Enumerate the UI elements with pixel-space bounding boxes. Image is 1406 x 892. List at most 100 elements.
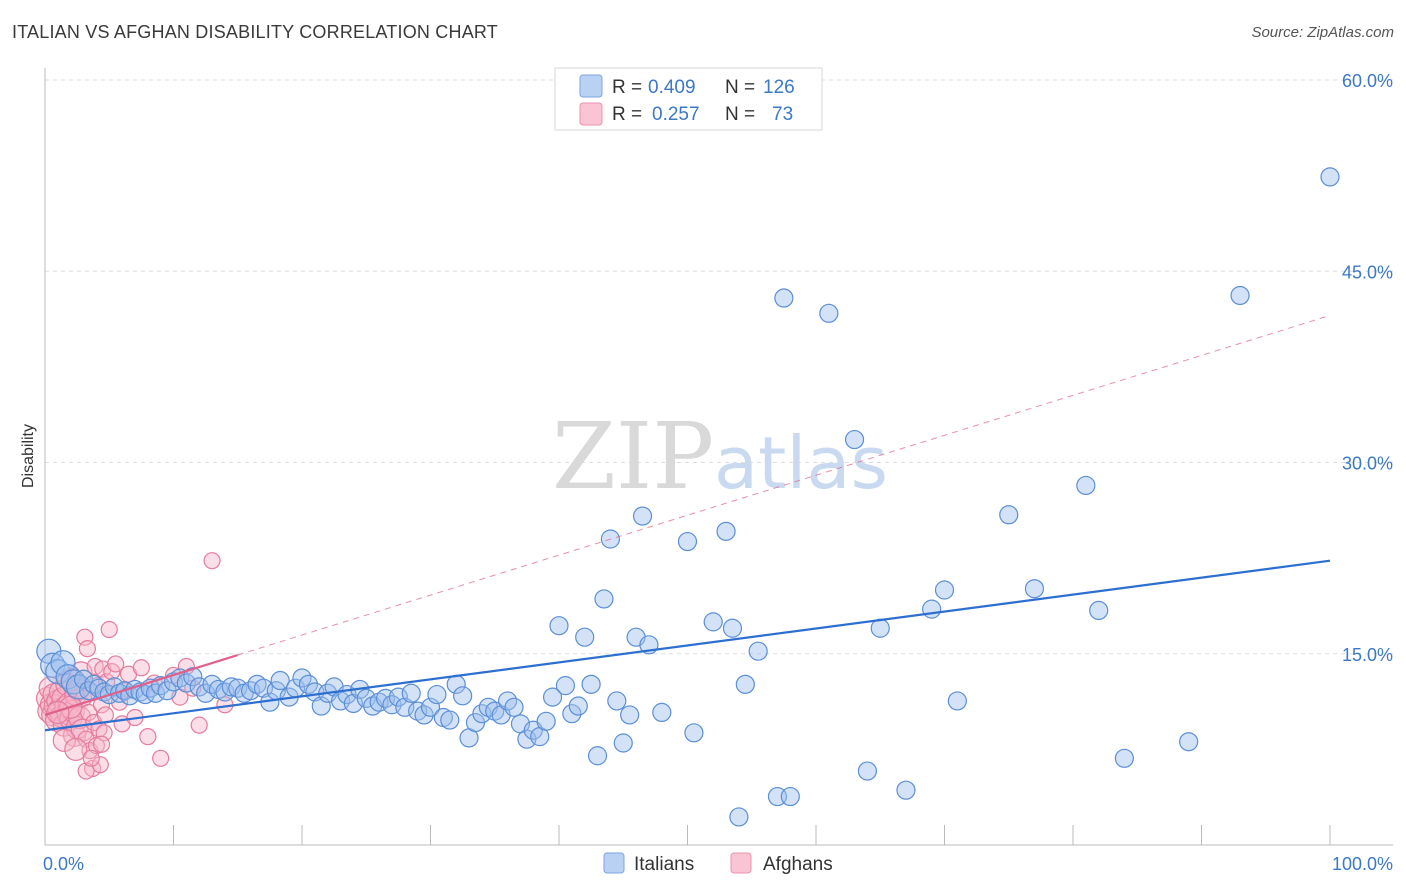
y-tick-label-0: 15.0% xyxy=(1342,645,1393,665)
italians-point xyxy=(73,669,94,689)
y-tick-label-1: 30.0% xyxy=(1342,454,1393,474)
x-tick-label-min: 0.0% xyxy=(43,854,84,874)
italians-point xyxy=(581,674,601,694)
afghans-point xyxy=(203,552,221,570)
italians-point xyxy=(1179,732,1199,752)
italians-point xyxy=(55,664,81,690)
series-legend: Italians Afghans xyxy=(603,852,833,875)
italians-point xyxy=(215,682,235,702)
italians-point xyxy=(594,589,614,609)
italians-trend-line xyxy=(44,559,1331,732)
italians-point xyxy=(453,686,473,706)
italians-point xyxy=(84,674,104,694)
italians-point xyxy=(1114,748,1135,768)
italians-point xyxy=(555,676,576,696)
afghans-point xyxy=(190,716,208,734)
italians-point xyxy=(1076,475,1096,496)
legend-r-label-italians: R = xyxy=(612,77,642,98)
italians-point xyxy=(729,807,749,827)
afghans-point xyxy=(91,756,109,774)
italians-point xyxy=(388,687,408,707)
legend-r-label-afghans: R = xyxy=(612,104,642,125)
series-legend-afghans: Afghans xyxy=(763,854,833,875)
italians-point xyxy=(183,667,203,687)
italians-point xyxy=(735,674,755,694)
italians-point xyxy=(1024,579,1045,599)
italians-point xyxy=(94,682,114,702)
afghans-point xyxy=(82,749,100,767)
legend-n-value-afghans: 73 xyxy=(772,104,793,125)
italians-point xyxy=(1320,167,1340,187)
watermark: ZIP atlas xyxy=(552,403,888,510)
legend-r-value-italians: 0.409 xyxy=(648,77,696,98)
legend-n-label-italians: N = xyxy=(725,77,755,98)
italians-point xyxy=(568,696,588,716)
legend-swatch-italians xyxy=(579,74,603,98)
italians-point xyxy=(780,786,800,807)
correlation-legend: R = 0.409 N = 126 R = 0.257 N = 73 xyxy=(554,67,823,131)
afghans-trend-extension xyxy=(237,314,1331,656)
y-axis-label: Disability xyxy=(20,424,37,488)
italians-point xyxy=(934,580,955,600)
italians-point xyxy=(652,702,672,723)
italians-point xyxy=(947,691,967,711)
afghans-point xyxy=(46,700,70,725)
italians-point xyxy=(716,521,736,541)
italians-point xyxy=(857,761,878,781)
italians-point xyxy=(427,684,447,705)
afghans-point xyxy=(92,735,111,753)
italians-point xyxy=(542,687,563,707)
italians-points xyxy=(36,167,1340,827)
x-tick-label-max: 100.0% xyxy=(1332,854,1393,874)
afghans-point xyxy=(64,737,88,761)
y-tick-label-2: 45.0% xyxy=(1342,262,1393,282)
italians-point xyxy=(549,616,569,636)
italians-point xyxy=(722,618,743,638)
italians-point xyxy=(401,683,421,703)
series-legend-swatch-italians xyxy=(603,852,625,874)
italians-point xyxy=(135,684,155,705)
y-tick-labels: 15.0% 30.0% 45.0% 60.0% xyxy=(1342,71,1393,665)
series-legend-swatch-afghans xyxy=(730,852,752,874)
italians-point xyxy=(613,733,633,753)
italians-point xyxy=(298,674,319,694)
italians-point xyxy=(748,641,768,661)
afghans-point xyxy=(139,728,157,746)
italians-point xyxy=(896,780,916,800)
watermark-zip: ZIP xyxy=(552,403,714,510)
afghans-point xyxy=(52,728,76,753)
italians-point xyxy=(395,697,415,717)
italians-point xyxy=(819,303,839,323)
italians-point xyxy=(587,746,608,766)
italians-point xyxy=(270,670,290,691)
italians-point xyxy=(1089,600,1109,621)
italians-point xyxy=(414,705,434,725)
italians-point xyxy=(575,627,595,647)
grid-lines xyxy=(45,79,1393,655)
italians-point xyxy=(504,697,524,717)
italians-point xyxy=(922,599,942,619)
afghans-point xyxy=(152,749,170,767)
italians-point xyxy=(1230,285,1250,306)
italians-point xyxy=(999,505,1019,525)
series-legend-italians: Italians xyxy=(634,854,694,875)
afghans-point xyxy=(78,640,97,658)
italians-point xyxy=(620,705,640,725)
italians-point xyxy=(607,691,627,711)
x-tick-labels: 0.0% 100.0% xyxy=(43,854,1393,874)
italians-point xyxy=(703,612,723,632)
italians-point xyxy=(774,288,794,308)
axes xyxy=(44,68,1393,846)
afghans-point xyxy=(77,762,95,780)
legend-n-value-italians: 126 xyxy=(763,77,795,98)
italians-point xyxy=(844,429,865,450)
italians-point xyxy=(562,704,582,724)
legend-r-value-afghans: 0.257 xyxy=(652,104,700,125)
watermark-atlas: atlas xyxy=(714,421,888,505)
legend-n-label-afghans: N = xyxy=(725,104,755,125)
italians-point xyxy=(356,688,376,708)
legend-swatch-afghans xyxy=(579,102,603,126)
afghans-point xyxy=(100,620,118,639)
italians-point xyxy=(677,531,698,552)
